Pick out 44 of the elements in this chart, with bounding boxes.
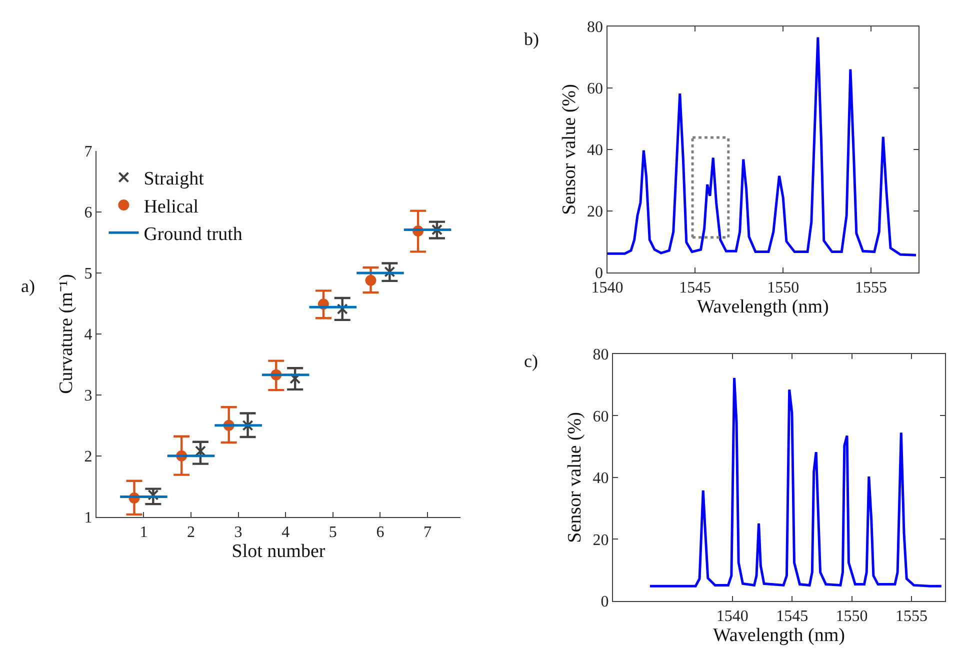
y-tick-label: 6: [84, 204, 92, 222]
x-tick-label: 4: [282, 524, 290, 542]
x-tick-label: 1545: [776, 608, 808, 626]
legend-label: Ground truth: [144, 224, 243, 246]
y-tick-label: 3: [84, 388, 92, 405]
x-tick-label: 1540: [591, 280, 624, 297]
x-tick-label: 2: [187, 524, 196, 542]
legend-label: Helical: [144, 196, 199, 218]
y-axis-title: Sensor value (%): [564, 412, 586, 543]
x-tick-label: 1555: [896, 608, 928, 626]
y-tick-label: 60: [592, 408, 609, 426]
x-axis-title: Wavelength (nm): [696, 296, 829, 318]
x-tick-label: 3: [234, 524, 242, 542]
y-tick-label: 20: [587, 204, 604, 221]
x-tick-label: 1: [140, 524, 148, 542]
y-tick-label: 60: [587, 80, 604, 98]
x-tick-label: 1550: [767, 280, 800, 297]
x-tick-label: 1545: [679, 280, 712, 297]
y-axis-title: Curvature (m⁻¹): [56, 274, 78, 394]
x-axis-title: Wavelength (nm): [712, 625, 845, 646]
y-tick-label: 20: [592, 532, 609, 549]
x-tick-label: 1550: [836, 608, 868, 626]
x-tick-label: 5: [328, 524, 337, 542]
y-tick-label: 40: [592, 470, 609, 488]
x-axis-title: Slot number: [232, 541, 326, 562]
legend-label: Straight: [144, 168, 205, 190]
x-tick-label: 7: [424, 524, 432, 542]
y-tick-label: 40: [587, 142, 604, 160]
y-axis-title: Sensor value (%): [558, 84, 580, 215]
y-tick-label: 4: [84, 326, 92, 344]
x-tick-label: 6: [376, 524, 384, 542]
y-tick-label: 80: [587, 19, 604, 36]
y-tick-label: 7: [84, 144, 92, 161]
y-tick-label: 1: [84, 509, 92, 526]
y-tick-label: 0: [595, 264, 604, 282]
text: c): [524, 351, 538, 371]
x-tick-label: 1555: [855, 280, 888, 297]
text: b): [524, 29, 539, 49]
y-tick-label: 2: [84, 448, 92, 466]
y-tick-label: 80: [592, 346, 609, 364]
text: a): [21, 276, 35, 296]
x-tick-label: 1540: [716, 608, 748, 626]
y-tick-label: 0: [600, 594, 609, 611]
y-tick-label: 5: [84, 266, 92, 283]
